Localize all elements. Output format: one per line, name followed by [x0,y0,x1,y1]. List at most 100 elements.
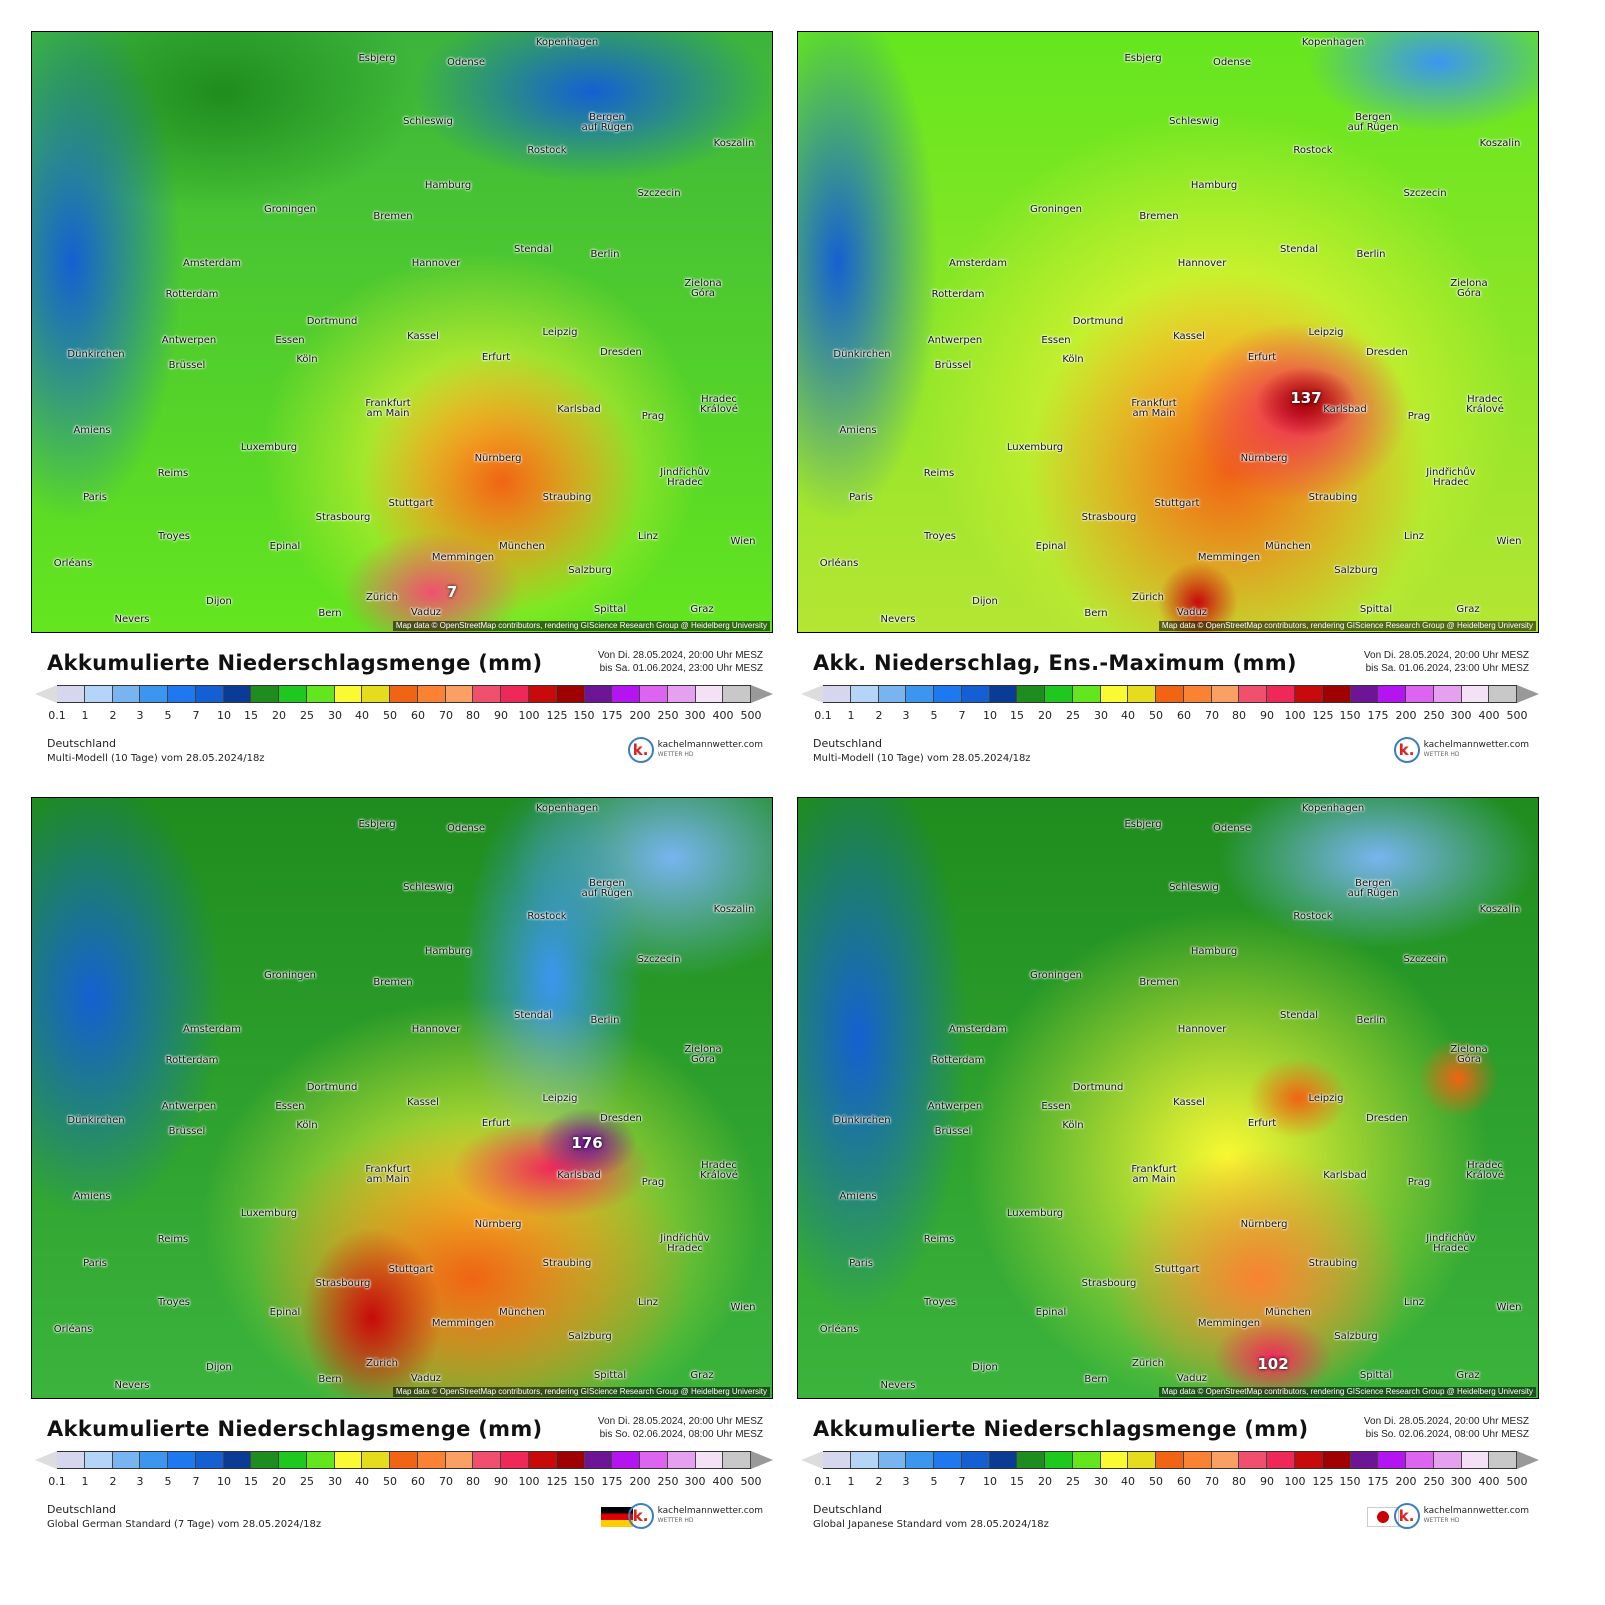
city-label: Odense [446,823,486,834]
kachelmann-logo[interactable]: k. kachelmannwetter.com WETTER HD [627,1503,763,1529]
legend-swatch [57,686,85,702]
legend-tick: 15 [244,1475,258,1488]
legend-tick: 7 [958,1475,966,1488]
legend-tick: 3 [902,709,910,722]
panel-title: Akk. Niederschlag, Ens.-Maximum (mm) [813,651,1297,675]
precipitation-map[interactable]: Kopenhagen Esbjerg Odense Schleswig Bergen a… [797,797,1539,1399]
kachelmann-logo[interactable]: k. kachelmannwetter.com WETTER HD [1393,737,1529,763]
city-label: Szczecin [1403,954,1447,965]
city-label: Bremen [1139,977,1179,988]
city-label: Hradec Králové [1466,1160,1504,1181]
city-label: Stuttgart [388,1264,434,1275]
legend-tick: 30 [328,709,342,722]
logo-k-icon: k. [627,737,654,763]
city-label: München [499,1307,545,1318]
city-label: Karlsbad [557,1170,601,1181]
city-label: Rostock [527,145,567,156]
legend-tick: 500 [740,1475,762,1488]
legend-swatch [84,1452,113,1468]
city-label: Straubing [542,1258,592,1269]
city-label: Schleswig [1169,116,1219,127]
legend-swatch [878,686,907,702]
city-label: Stendal [1279,1010,1319,1021]
city-label: Jindřichův Hradec [660,467,710,488]
city-label: Vaduz [410,1373,442,1384]
peak-value: 102 [1257,1355,1289,1373]
city-label: Kassel [1173,1097,1205,1108]
logo-k-icon: k. [1393,1503,1420,1529]
city-label: Wien [730,1302,756,1313]
legend-swatch [223,1452,252,1468]
kachelmann-logo[interactable]: k. kachelmannwetter.com WETTER HD [627,737,763,763]
precipitation-map[interactable]: Kopenhagen Esbjerg Odense Schleswig Bergen a… [797,31,1539,633]
city-label: Nevers [880,1380,916,1391]
city-label: Stuttgart [388,498,434,509]
city-label: Linz [638,531,658,542]
germany-flag-icon [601,1507,633,1527]
legend-tick: 20 [1038,709,1052,722]
city-label: Nürnberg [474,453,522,464]
legend-swatch [640,1452,668,1468]
city-label: Groningen [263,204,317,215]
kachelmann-logo[interactable]: k. kachelmannwetter.com WETTER HD [1393,1503,1529,1529]
legend-swatch [501,686,530,702]
city-label: Szczecin [637,954,681,965]
peak-value: 176 [571,1134,603,1152]
forecast-panel: Kopenhagen Esbjerg Odense Schleswig Bergen a… [31,31,773,771]
precipitation-field [32,32,772,632]
legend-tick: 300 [684,1475,706,1488]
city-label: Schleswig [403,116,453,127]
legend-tick: 50 [383,709,397,722]
forecast-panel: Kopenhagen Esbjerg Odense Schleswig Bergen a… [797,31,1539,771]
city-label: Strasbourg [1081,512,1137,523]
color-legend [823,1451,1518,1469]
legend-tick: 90 [1260,709,1274,722]
legend-swatch [1350,1452,1379,1468]
legend-tick: 200 [1395,1475,1417,1488]
legend-tick: 60 [1177,709,1191,722]
legend-swatch [1433,686,1462,702]
city-label: Rotterdam [165,1055,219,1066]
city-label: Luxemburg [1006,1208,1064,1219]
city-label: Hannover [411,1024,461,1035]
city-label: Prag [1407,1177,1431,1188]
legend-tick: 500 [1506,1475,1528,1488]
city-label: Amiens [839,1191,877,1202]
city-label: München [1265,1307,1311,1318]
legend-swatch [417,686,446,702]
city-label: Frankfurt am Main [1131,398,1177,419]
legend-tick: 80 [466,1475,480,1488]
legend-arrow-right [1517,685,1539,703]
legend-tick: 70 [1205,1475,1219,1488]
legend-tick: 5 [930,1475,938,1488]
legend-swatch [1128,686,1157,702]
city-label: Rotterdam [931,1055,985,1066]
city-label: Odense [1212,823,1252,834]
precipitation-map[interactable]: Kopenhagen Esbjerg Odense Schleswig Bergen a… [31,797,773,1399]
city-label: Spittal [1359,1370,1393,1381]
legend-tick: 80 [1232,1475,1246,1488]
city-label: Reims [923,1234,955,1245]
legend-swatch [1433,1452,1462,1468]
legend-arrow-left [801,685,823,703]
legend-tick: 300 [1450,709,1472,722]
legend-swatch [334,686,363,702]
legend-tick: 70 [439,1475,453,1488]
legend-swatch [1322,686,1351,702]
legend-tick: 2 [875,1475,883,1488]
legend-tick: 2 [109,1475,117,1488]
legend-swatch [934,686,962,702]
legend-swatch [1406,1452,1434,1468]
city-label: Straubing [542,492,592,503]
city-label: Kopenhagen [535,37,599,48]
legend-swatch [823,1452,851,1468]
legend-swatch [989,1452,1018,1468]
legend-swatch [1100,686,1129,702]
city-label: Zielona Góra [684,1044,722,1065]
city-label: Dresden [600,1113,642,1124]
city-label: Spittal [593,604,627,615]
color-legend [57,685,752,703]
precipitation-map[interactable]: Kopenhagen Esbjerg Odense Schleswig Bergen a… [31,31,773,633]
city-label: Graz [690,1370,714,1381]
panel-title: Akkumulierte Niederschlagsmenge (mm) [813,1417,1309,1441]
